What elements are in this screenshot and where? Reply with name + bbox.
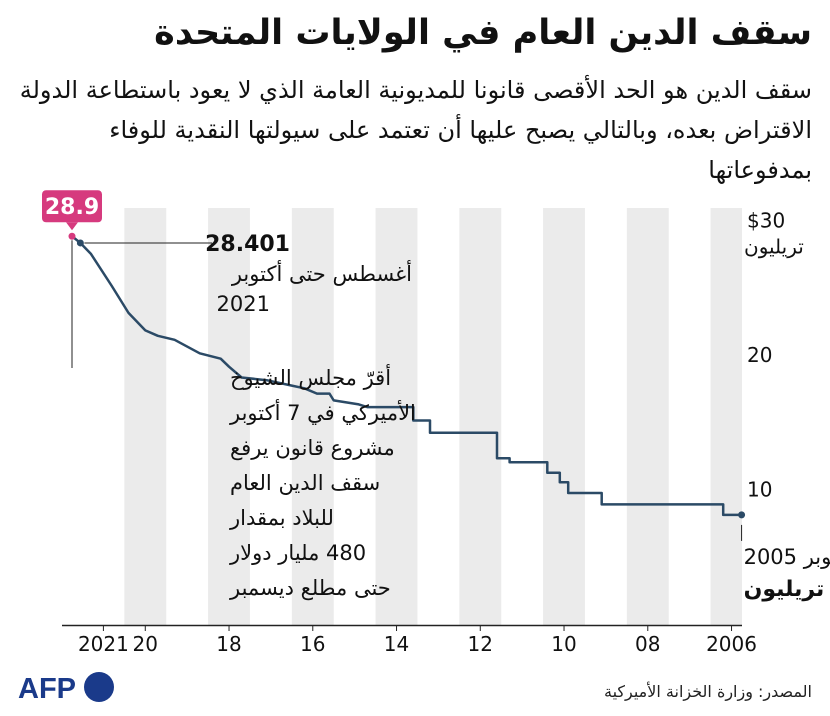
senate-annotation-line-3: مشروع قانون يرفع	[230, 436, 395, 460]
peak-point	[68, 232, 76, 240]
x-tick-label-16: 16	[300, 632, 325, 656]
senate-annotation-line-6: 480 مليار دولار	[229, 541, 366, 565]
grid-band-2012	[459, 208, 502, 625]
senate-annotation-line-7: حتى مطلع ديسمبر	[229, 576, 391, 600]
aug2021-date-label-line1: أغسطس حتى أكتوبر	[231, 260, 412, 286]
y-tick-label-30: $30	[747, 208, 785, 232]
x-tick-label-20: 20	[133, 632, 158, 656]
series-line-debt-ceiling	[71, 235, 742, 517]
x-tick-label-14: 14	[384, 632, 409, 656]
chart-subtitle: سقف الدين هو الحد الأقصى قانونا للمديوني…	[19, 76, 812, 184]
peak-value-label: 28.9	[45, 195, 99, 220]
start-date-label: 3 أكتوبر 2005	[744, 543, 830, 569]
grid-band-2016	[291, 208, 334, 625]
y-axis-unit-label: تريليون	[744, 234, 804, 258]
x-tick-label-08: 08	[635, 632, 660, 656]
grid-band-2014	[375, 208, 418, 625]
aug2021-value-label: 28.401	[205, 232, 290, 257]
grid-band-2006	[710, 208, 742, 625]
grid-band-2010	[543, 208, 585, 625]
senate-annotation-line-5: للبلاد بمقدار	[229, 506, 334, 530]
y-tick-label-20: 20	[747, 343, 772, 367]
senate-annotation-line-1: أقرّ مجلس الشيوخ	[230, 364, 391, 390]
start-value-label: 8.184 تريليون	[744, 577, 830, 602]
start-point	[738, 511, 746, 519]
x-tick-label-10: 10	[551, 632, 576, 656]
y-axis-ticks: $30 20 10	[747, 208, 785, 501]
peak-badge-pointer	[66, 222, 78, 231]
senate-annotation-line-2: الأميركي في 7 أكتوبر	[229, 399, 416, 425]
x-tick-label-2006: 2006	[706, 632, 757, 656]
afp-logo-circle	[84, 672, 114, 702]
grid-bands	[124, 208, 742, 625]
senate-annotation: أقرّ مجلس الشيوخ الأميركي في 7 أكتوبر مشرو…	[229, 364, 416, 600]
peak-value-badge	[42, 190, 102, 223]
aug2021-date-label-line2: 2021	[217, 292, 270, 316]
senate-annotation-line-4: سقف الدين العام	[230, 471, 380, 495]
source-note: المصدر: وزارة الخزانة الأميركية	[604, 682, 812, 701]
x-tick-label-2021: 2021	[78, 632, 129, 656]
aug2021-point	[76, 239, 84, 247]
afp-logo: AFP	[18, 672, 114, 704]
chart-title: سقف الدين العام في الولايات المتحدة	[154, 13, 812, 53]
x-tick-label-12: 12	[468, 632, 493, 656]
afp-logo-text: AFP	[18, 673, 76, 704]
annotations: 28.9 28.401 أغسطس حتى أكتوبر 2021 3 أكتو…	[42, 190, 830, 602]
y-tick-label-10: 10	[747, 477, 772, 501]
grid-band-2020	[124, 208, 167, 625]
x-tick-label-18: 18	[216, 632, 241, 656]
grid-band-2018	[208, 208, 250, 625]
grid-band-2008	[626, 208, 669, 625]
